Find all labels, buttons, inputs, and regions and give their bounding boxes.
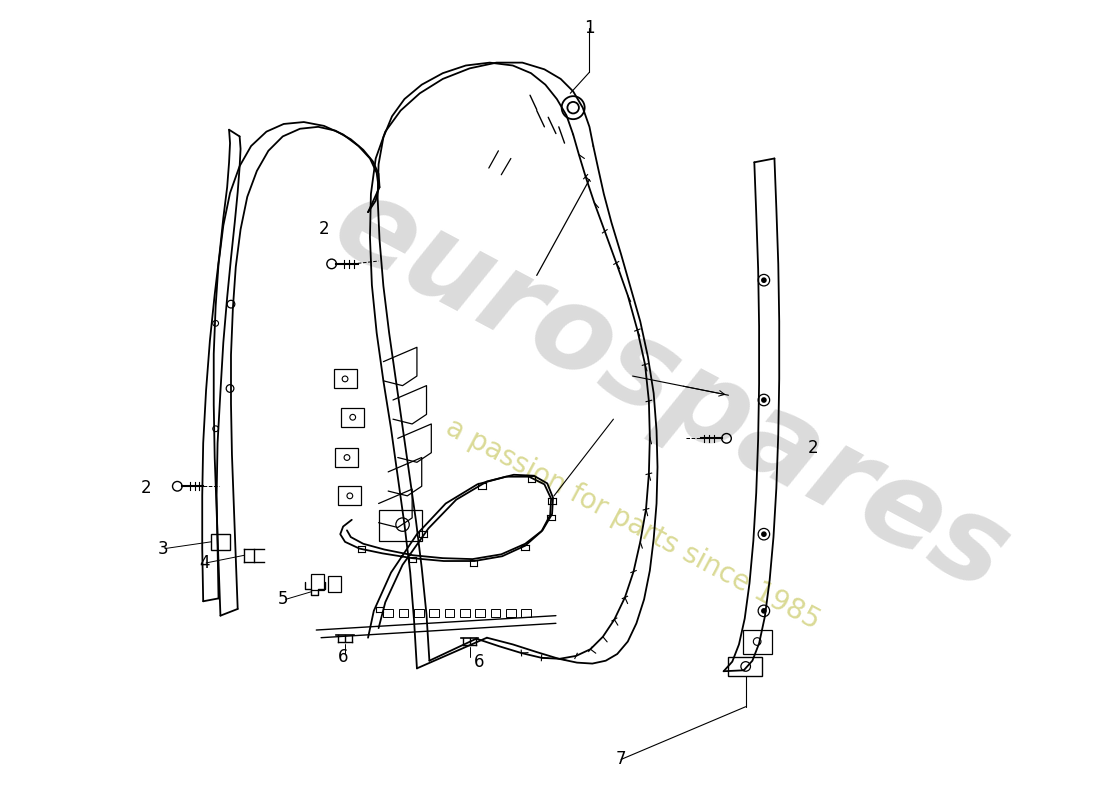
- Text: 5: 5: [277, 590, 288, 608]
- Text: 3: 3: [157, 539, 168, 558]
- Text: 2: 2: [319, 220, 329, 238]
- Bar: [506, 609, 516, 617]
- Bar: [742, 630, 771, 654]
- Bar: [328, 576, 341, 592]
- Bar: [384, 609, 393, 617]
- Bar: [491, 609, 501, 617]
- Text: 7: 7: [616, 750, 626, 769]
- Circle shape: [762, 278, 766, 282]
- Bar: [339, 486, 361, 506]
- Bar: [398, 609, 408, 617]
- Text: 6: 6: [338, 648, 349, 666]
- Bar: [211, 534, 230, 550]
- Bar: [728, 657, 762, 676]
- Bar: [444, 609, 454, 617]
- Bar: [429, 609, 439, 617]
- Bar: [414, 609, 424, 617]
- Text: eurospares: eurospares: [315, 165, 1027, 616]
- Text: a passion for parts since 1985: a passion for parts since 1985: [441, 414, 824, 635]
- Circle shape: [762, 609, 766, 613]
- Bar: [521, 609, 531, 617]
- Text: 1: 1: [584, 19, 595, 37]
- Bar: [475, 609, 485, 617]
- Text: 6: 6: [474, 653, 484, 670]
- Text: 2: 2: [807, 439, 818, 457]
- Circle shape: [762, 532, 766, 536]
- Bar: [333, 370, 356, 389]
- Bar: [378, 510, 421, 541]
- Text: 4: 4: [199, 554, 209, 572]
- Bar: [310, 574, 324, 590]
- Circle shape: [762, 398, 766, 402]
- Bar: [336, 448, 359, 467]
- Bar: [341, 408, 364, 427]
- Bar: [460, 609, 470, 617]
- Text: 2: 2: [141, 479, 151, 497]
